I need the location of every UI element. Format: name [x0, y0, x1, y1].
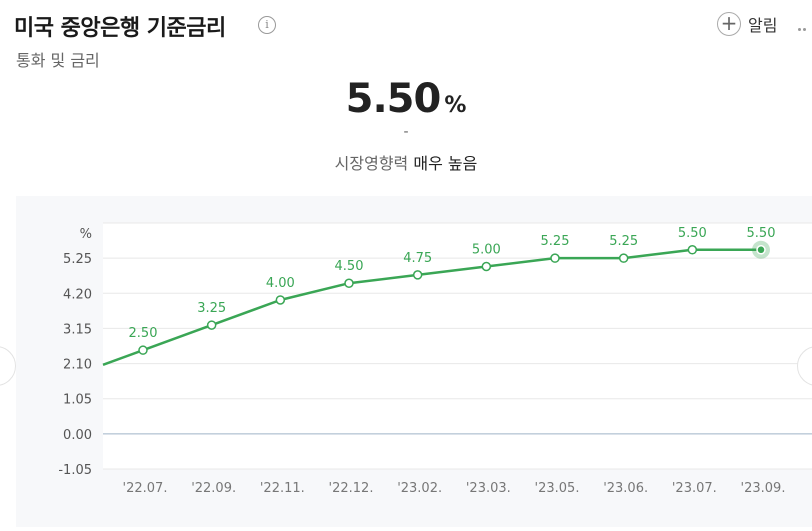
x-tick-label: '23.07.	[672, 481, 717, 496]
impact-level: 매우 높음	[413, 154, 478, 173]
more-icon[interactable]	[797, 16, 811, 31]
data-point	[481, 261, 492, 272]
data-label: 4.00	[266, 276, 295, 291]
current-rate: 5.50%	[0, 76, 812, 122]
rate-line-chart: % 5.25 4.20 3.15 2.10 1.05 0.00 -1.05 '22.07. '22…	[58, 222, 812, 496]
rate-value: 5.50	[345, 76, 442, 122]
y-axis-unit: %	[80, 227, 92, 242]
rate-unit: %	[444, 93, 467, 118]
alert-button[interactable]: + 알림	[717, 11, 777, 37]
y-tick-label: -1.05	[58, 463, 92, 478]
data-point	[618, 253, 629, 263]
x-tick-label: '22.11.	[260, 481, 305, 496]
y-tick-label: 4.20	[63, 287, 92, 302]
plot-area	[103, 223, 812, 469]
alert-label: 알림	[748, 16, 778, 35]
x-tick-label: '23.05.	[535, 481, 580, 496]
x-tick-label: '22.12.	[329, 481, 374, 496]
category-subtitle: 통화 및 금리	[16, 51, 100, 70]
y-tick-label: 0.00	[63, 428, 92, 443]
info-icon[interactable]: i	[258, 16, 276, 34]
rate-change: -	[403, 124, 409, 140]
data-point	[687, 245, 698, 255]
data-label: 5.50	[747, 226, 776, 241]
x-tick-label: '23.06.	[603, 481, 648, 496]
market-impact: 시장영향력 매우 높음	[0, 150, 812, 174]
chart-prev-arrow[interactable]: ‹	[0, 346, 16, 386]
plus-circle-icon: +	[717, 12, 741, 36]
data-point	[550, 253, 560, 263]
data-label: 5.00	[472, 243, 501, 258]
y-tick-label: 5.25	[63, 252, 92, 267]
data-label: 5.25	[609, 234, 638, 249]
x-tick-label: '22.09.	[191, 481, 236, 496]
data-label: 5.25	[541, 234, 570, 249]
data-label: 4.50	[335, 259, 364, 274]
data-label: 2.50	[129, 326, 158, 341]
x-tick-label: '23.02.	[397, 481, 442, 496]
data-point	[412, 270, 423, 280]
data-point	[756, 245, 766, 255]
page-title: 미국 중앙은행 기준금리	[14, 16, 226, 41]
data-label: 4.75	[403, 251, 432, 266]
y-tick-label: 2.10	[63, 358, 92, 373]
data-label: 3.25	[197, 301, 226, 316]
data-point	[138, 345, 148, 355]
impact-label: 시장영향력	[334, 154, 409, 173]
x-tick-label: '23.03.	[466, 481, 511, 496]
x-tick-label: '23.09.	[741, 481, 786, 496]
data-point	[206, 320, 217, 330]
y-tick-label: 3.15	[63, 322, 92, 337]
data-point	[344, 278, 354, 288]
data-point	[275, 295, 286, 305]
chart-panel: % 5.25 4.20 3.15 2.10 1.05 0.00 -1.05 '22.07. '22…	[16, 196, 812, 527]
x-tick-label: '22.07.	[123, 481, 168, 496]
y-tick-label: 1.05	[63, 393, 92, 408]
data-label: 5.50	[678, 226, 707, 241]
